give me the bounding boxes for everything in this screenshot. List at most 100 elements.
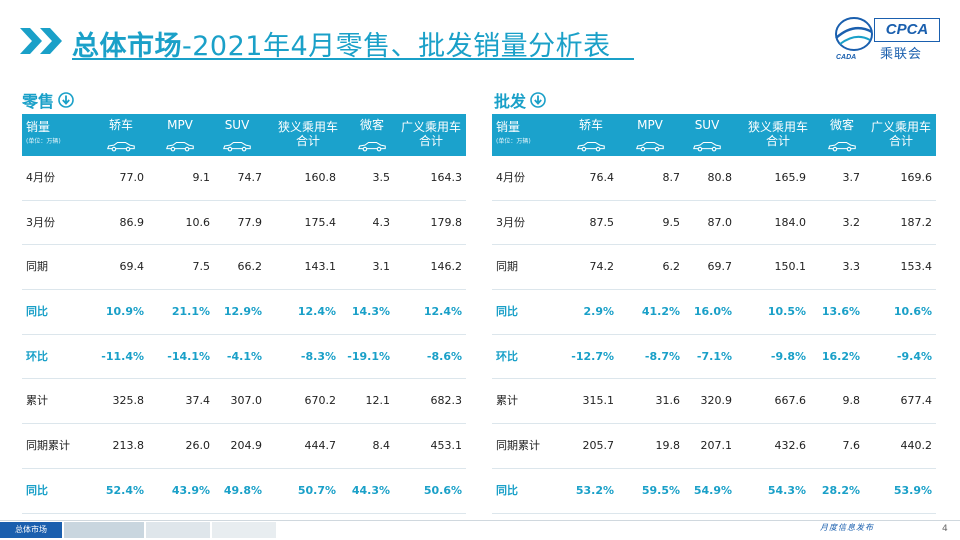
slide-header: 总体市场-2021年4月零售、批发销量分析表 CPCA 乘联会 CADA <box>0 0 960 80</box>
value-cell: 10.9% <box>105 305 144 319</box>
page-number: 4 <box>942 524 948 534</box>
col-broad-total-header: 广义乘用车 合计 <box>866 114 936 156</box>
value-cell: 52.4% <box>105 483 144 497</box>
value-cell: 19.8 <box>655 439 681 453</box>
col-narrow-total-label-1: 狭义乘用车 <box>747 120 808 134</box>
page-title: 总体市场-2021年4月零售、批发销量分析表 <box>72 24 611 63</box>
table-header: 销量 (单位：万辆) 轿车 MPV SUV 狭义乘用车 合计 微客 广义乘用车 合计 <box>492 114 936 156</box>
value-cell: 77.0 <box>119 171 145 184</box>
value-cell: 325.8 <box>112 394 145 408</box>
value-cell: 7.5 <box>192 260 211 274</box>
table-row: 同比 53.2% 59.5% 54.9% 54.3% 28.2% 53.9% <box>492 469 936 514</box>
value-cell: 187.2 <box>900 215 933 229</box>
footer-tab-2[interactable] <box>64 522 144 538</box>
row-label: 同比 <box>496 305 518 319</box>
value-cell: 12.1 <box>365 394 391 408</box>
car-icon <box>166 141 194 152</box>
double-chevron-icon <box>20 28 62 54</box>
value-cell: 204.9 <box>230 439 263 453</box>
value-cell: 146.2 <box>430 260 463 274</box>
title-rest: -2021年4月零售、批发销量分析表 <box>182 31 611 62</box>
value-cell: 37.4 <box>185 394 211 408</box>
logo-globe-icon <box>835 17 873 51</box>
value-cell: 179.8 <box>430 215 463 229</box>
value-cell: 49.8% <box>223 483 262 497</box>
table-row: 同期累计 213.8 26.0 204.9 444.7 8.4 453.1 <box>22 424 466 469</box>
row-label: 环比 <box>26 349 48 363</box>
table-row: 同期 69.4 7.5 66.2 143.1 3.1 146.2 <box>22 245 466 291</box>
retail-label: 零售 <box>22 92 55 111</box>
value-cell: 677.4 <box>900 394 933 408</box>
wholesale-table: 销量 (单位：万辆) 轿车 MPV SUV 狭义乘用车 合计 微客 广义乘用车 合计 4月份 76.4… <box>492 114 936 514</box>
unit-label: (单位：万辆) <box>26 138 61 145</box>
col-broad-total-header: 广义乘用车 合计 <box>396 114 466 156</box>
footer-divider <box>0 520 960 521</box>
value-cell: 9.8 <box>842 394 861 408</box>
col-narrow-total-label-2: 合计 <box>765 134 790 148</box>
value-cell: 53.9% <box>893 483 932 497</box>
row-label: 同期累计 <box>26 439 70 453</box>
down-arrow-circle-icon <box>58 92 74 108</box>
value-cell: 444.7 <box>304 439 337 453</box>
value-cell: -4.1% <box>226 349 262 363</box>
value-cell: 150.1 <box>774 260 807 274</box>
value-cell: 207.1 <box>700 439 733 453</box>
value-cell: 66.2 <box>237 260 263 274</box>
footer-tab-4[interactable] <box>212 522 276 538</box>
table-row: 同比 52.4% 43.9% 49.8% 50.7% 44.3% 50.6% <box>22 469 466 514</box>
col-sedan-label: 轿车 <box>578 118 603 132</box>
footer-tab-overall[interactable]: 总体市场 <box>0 522 62 538</box>
col-microvan-header: 微客 <box>348 114 396 156</box>
car-icon <box>693 141 721 152</box>
value-cell: 440.2 <box>900 439 933 453</box>
value-cell: 43.9% <box>171 483 210 497</box>
metric-header: 销量 (单位：万辆) <box>492 114 558 156</box>
value-cell: 3.3 <box>842 260 861 274</box>
col-microvan-label: 微客 <box>829 118 854 132</box>
table-row: 累计 325.8 37.4 307.0 670.2 12.1 682.3 <box>22 379 466 425</box>
row-label: 同期 <box>496 260 518 274</box>
value-cell: 9.5 <box>662 215 681 229</box>
value-cell: 432.6 <box>774 439 807 453</box>
value-cell: -12.7% <box>571 349 614 363</box>
col-suv-header: SUV <box>676 114 738 156</box>
value-cell: 13.6% <box>821 305 860 319</box>
value-cell: 670.2 <box>304 394 337 408</box>
title-bold: 总体市场 <box>72 31 182 62</box>
footer-tab-3[interactable] <box>146 522 210 538</box>
value-cell: 54.3% <box>767 483 806 497</box>
table-row: 4月份 77.0 9.1 74.7 160.8 3.5 164.3 <box>22 156 466 201</box>
table-row: 环比 -12.7% -8.7% -7.1% -9.8% 16.2% -9.4% <box>492 335 936 380</box>
col-microvan-header: 微客 <box>818 114 866 156</box>
table-header: 销量 (单位：万辆) 轿车 MPV SUV 狭义乘用车 合计 微客 广义乘用车 合计 <box>22 114 466 156</box>
value-cell: 8.7 <box>662 171 681 184</box>
value-cell: 3.5 <box>372 171 391 184</box>
value-cell: 6.2 <box>662 260 681 274</box>
value-cell: 3.2 <box>842 215 861 229</box>
wholesale-section-label: 批发 <box>494 88 546 112</box>
value-cell: 160.8 <box>304 171 337 184</box>
value-cell: -8.7% <box>644 349 680 363</box>
value-cell: 77.9 <box>237 215 263 229</box>
row-label: 累计 <box>496 394 518 408</box>
footer-release-text: 月度信息发布 <box>820 523 874 532</box>
logo-small: CADA <box>836 54 857 61</box>
table-row: 累计 315.1 31.6 320.9 667.6 9.8 677.4 <box>492 379 936 425</box>
value-cell: -8.3% <box>300 349 336 363</box>
car-icon <box>223 141 251 152</box>
row-label: 同比 <box>26 305 48 319</box>
value-cell: 44.3% <box>351 483 390 497</box>
value-cell: -14.1% <box>167 349 210 363</box>
logo-text: CPCA <box>874 18 940 42</box>
down-arrow-circle-icon <box>530 92 546 108</box>
value-cell: 54.9% <box>693 483 732 497</box>
table-row: 同比 10.9% 21.1% 12.9% 12.4% 14.3% 12.4% <box>22 290 466 335</box>
row-label: 累计 <box>26 394 48 408</box>
col-narrow-total-header: 狭义乘用车 合计 <box>738 114 818 156</box>
car-icon <box>577 141 605 152</box>
value-cell: 10.6% <box>893 305 932 319</box>
value-cell: 74.7 <box>237 171 263 184</box>
table-row: 同期累计 205.7 19.8 207.1 432.6 7.6 440.2 <box>492 424 936 469</box>
value-cell: 153.4 <box>900 260 933 274</box>
value-cell: 21.1% <box>171 305 210 319</box>
